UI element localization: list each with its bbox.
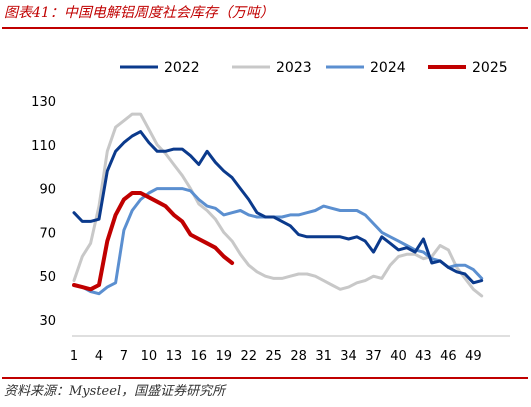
x-tick-label: 4 (95, 349, 103, 364)
legend-label-2022: 2022 (164, 60, 200, 76)
x-tick-label: 46 (440, 349, 457, 364)
y-tick-label: 110 (31, 139, 56, 154)
x-tick-label: 25 (265, 349, 282, 364)
x-axis: 1 4 7 10 13 16 19 22 25 28 31 34 37 40 43 46 49 (70, 335, 510, 364)
x-tick-label: 40 (390, 349, 407, 364)
x-tick-label: 37 (365, 349, 382, 364)
x-tick-label: 13 (166, 349, 183, 364)
x-tick-label: 16 (191, 349, 208, 364)
x-tick-label: 28 (290, 349, 307, 364)
series-line-2024 (72, 187, 484, 296)
legend-label-2024: 2024 (370, 60, 406, 76)
plot-area (72, 112, 484, 298)
x-tick-label: 7 (120, 349, 128, 364)
x-tick-label: 1 (70, 349, 78, 364)
x-tick-label: 19 (215, 349, 232, 364)
footer-rule (2, 377, 528, 379)
y-tick-label: 130 (31, 95, 56, 110)
x-tick-label: 34 (340, 349, 357, 364)
chart-title: 图表41：中国电解铝周度社会库存（万吨） (4, 5, 274, 21)
y-tick-label: 90 (39, 183, 56, 198)
series-line-2022 (72, 130, 484, 285)
x-tick-label: 10 (141, 349, 158, 364)
x-tick-label: 31 (315, 349, 332, 364)
y-tick-label: 50 (39, 270, 56, 285)
source-note: 资料来源：Mysteel，国盛证券研究所 (4, 384, 226, 399)
y-axis: 30 50 70 90 110 130 (31, 95, 56, 329)
series-line-2025 (72, 191, 235, 292)
legend-label-2025: 2025 (472, 60, 508, 76)
series-line-2023 (72, 112, 484, 298)
y-tick-label: 70 (39, 226, 56, 241)
x-tick-label: 22 (240, 349, 257, 364)
x-tick-label: 49 (465, 349, 482, 364)
x-tick-label: 43 (415, 349, 432, 364)
legend-label-2023: 2023 (276, 60, 312, 76)
chart-legend: 2022 2023 2024 2025 (120, 60, 508, 76)
y-tick-label: 30 (39, 314, 56, 329)
title-rule (2, 27, 528, 29)
